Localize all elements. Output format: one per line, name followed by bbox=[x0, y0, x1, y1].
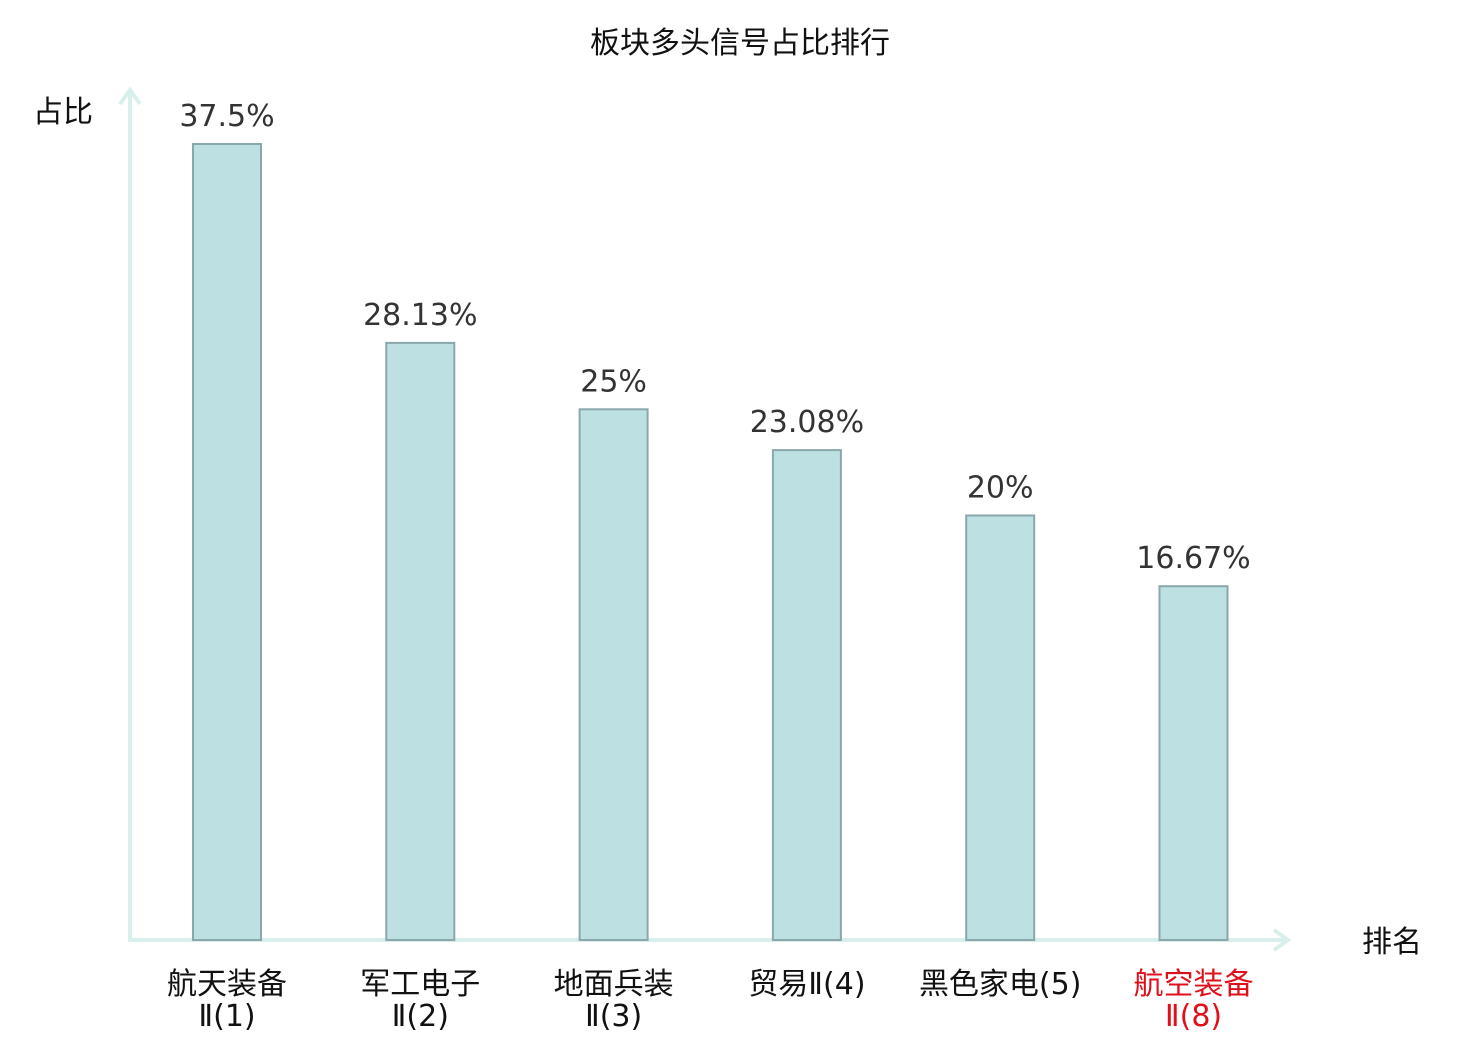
bar-3 bbox=[578, 408, 649, 941]
chart-title: 板块多头信号占比排行 bbox=[590, 26, 890, 61]
x-axis-label: 排名 bbox=[1362, 925, 1422, 960]
bar-5 bbox=[965, 514, 1036, 941]
x-axis-arrow-icon bbox=[1272, 928, 1292, 952]
category-label-6: 航空装备 bbox=[1134, 967, 1254, 1002]
value-label-4: 23.08% bbox=[750, 405, 864, 440]
bar-6 bbox=[1158, 585, 1229, 941]
category-sublabel-1: Ⅱ(1) bbox=[198, 999, 255, 1034]
category-sublabel-6: Ⅱ(8) bbox=[1165, 999, 1222, 1034]
value-label-6: 16.67% bbox=[1136, 541, 1250, 576]
bar-4 bbox=[771, 449, 842, 941]
value-label-1: 37.5% bbox=[179, 99, 274, 134]
category-label-2: 军工电子 bbox=[360, 967, 480, 1002]
value-label-5: 20% bbox=[967, 471, 1034, 506]
category-label-3: 地面兵装 bbox=[554, 967, 674, 1002]
category-label-5: 黑色家电(5) bbox=[919, 967, 1082, 1002]
category-sublabel-3: Ⅱ(3) bbox=[585, 999, 642, 1034]
category-sublabel-2: Ⅱ(2) bbox=[392, 999, 449, 1034]
y-axis-arrow-icon bbox=[118, 86, 142, 106]
category-label-1: 航天装备 bbox=[167, 967, 287, 1002]
value-label-3: 25% bbox=[580, 364, 647, 399]
y-axis-label: 占比 bbox=[33, 95, 93, 130]
category-label-4: 贸易Ⅱ(4) bbox=[748, 967, 865, 1002]
value-label-2: 28.13% bbox=[363, 298, 477, 333]
bar-1 bbox=[192, 143, 262, 941]
bar-2 bbox=[385, 341, 456, 941]
